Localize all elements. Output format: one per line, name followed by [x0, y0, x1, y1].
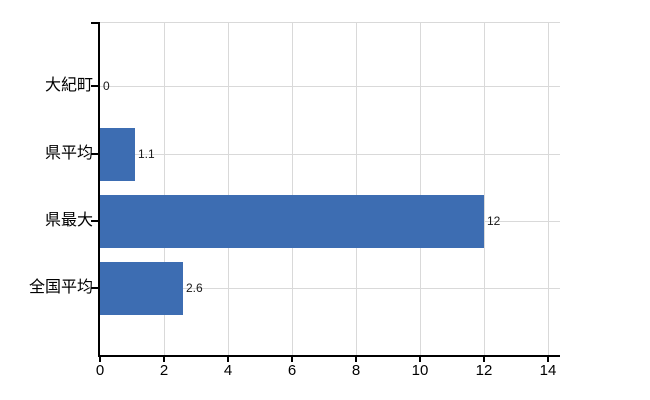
- y-axis-tick: [91, 22, 98, 24]
- bar-value-label: 0: [103, 79, 110, 93]
- x-tick-label: 2: [159, 362, 169, 379]
- x-tick-label: 10: [411, 362, 429, 379]
- horizontal-gridline: [100, 86, 560, 87]
- vertical-gridline: [164, 22, 165, 356]
- category-label: 全国平均: [28, 279, 93, 296]
- y-axis-tick: [91, 220, 98, 222]
- x-axis-tick: [419, 357, 421, 362]
- bar-value-label: 2.6: [186, 281, 203, 295]
- category-label: 県平均: [44, 145, 93, 162]
- plot-top-border: [100, 22, 560, 23]
- x-axis-tick: [163, 357, 165, 362]
- x-axis-tick: [99, 357, 101, 362]
- y-axis-tick: [91, 85, 98, 87]
- y-axis-tick: [91, 287, 98, 289]
- bar[interactable]: [100, 195, 484, 248]
- vertical-gridline: [484, 22, 485, 356]
- horizontal-gridline: [100, 288, 560, 289]
- x-axis-tick: [547, 357, 549, 362]
- bar-value-label: 12: [487, 214, 501, 228]
- vertical-gridline: [420, 22, 421, 356]
- x-axis-tick: [483, 357, 485, 362]
- x-tick-label: 6: [287, 362, 297, 379]
- vertical-gridline: [292, 22, 293, 356]
- vertical-gridline: [548, 22, 549, 356]
- x-axis-line: [98, 355, 560, 357]
- y-axis-tick: [91, 153, 98, 155]
- x-tick-label: 14: [539, 362, 557, 379]
- bar[interactable]: [100, 128, 135, 181]
- horizontal-gridline: [100, 154, 560, 155]
- x-axis-tick: [291, 357, 293, 362]
- bar-value-label: 1.1: [138, 147, 155, 161]
- x-tick-label: 0: [95, 362, 105, 379]
- x-tick-label: 4: [223, 362, 233, 379]
- vertical-gridline: [228, 22, 229, 356]
- vertical-gridline: [356, 22, 357, 356]
- bar[interactable]: [100, 262, 183, 315]
- x-axis-tick: [227, 357, 229, 362]
- x-tick-label: 8: [351, 362, 361, 379]
- x-axis-tick: [355, 357, 357, 362]
- category-label: 大紀町: [44, 77, 93, 94]
- category-label: 県最大: [44, 212, 93, 229]
- x-tick-label: 12: [475, 362, 493, 379]
- y-axis-line: [98, 22, 100, 356]
